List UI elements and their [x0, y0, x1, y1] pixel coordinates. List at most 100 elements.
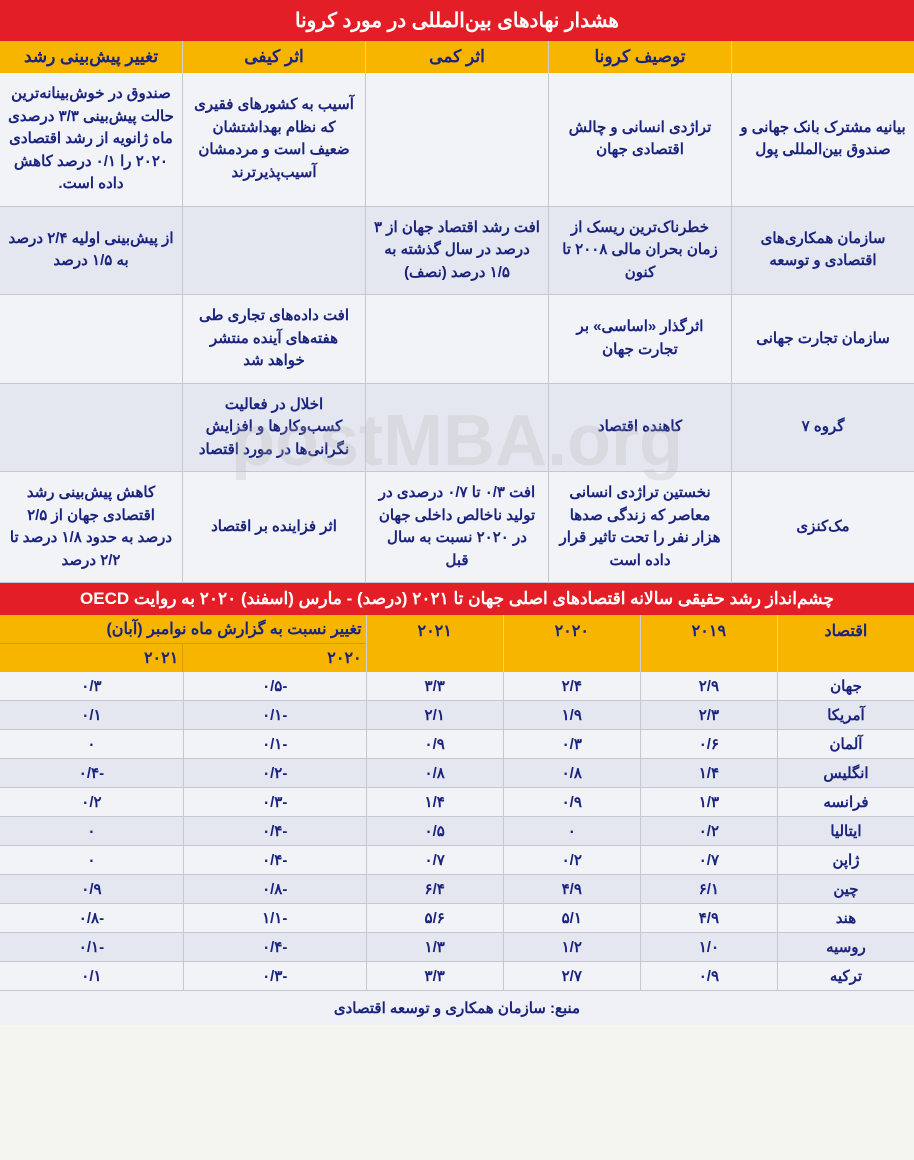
- table2-footer: منبع: سازمان همکاری و توسعه اقتصادی: [0, 991, 914, 1025]
- table1-cell-qual: افت داده‌های تجاری طی هفته‌های آینده منت…: [182, 295, 365, 383]
- table1-header-org: [731, 41, 914, 73]
- table2-row: آمریکا۲/۳۱/۹۲/۱-۰/۱۰/۱: [0, 701, 914, 730]
- table2-row: فرانسه۱/۳۰/۹۱/۴-۰/۳۰/۲: [0, 788, 914, 817]
- table2-cell-c21: ۰/۳: [0, 672, 183, 700]
- table1-cell-org: مک‌کنزی: [731, 472, 914, 582]
- table2-cell-c21: ۰/۱: [0, 701, 183, 729]
- table2-cell-c21: ۰: [0, 730, 183, 758]
- table1-title: هشدار نهادهای بین‌المللی در مورد کرونا: [0, 0, 914, 41]
- table2-cell-econ: جهان: [777, 672, 914, 700]
- table2-cell-c21: -۰/۴: [0, 759, 183, 787]
- table2-cell-c20: -۰/۸: [183, 875, 366, 903]
- table2-cell-y20: ۲/۷: [503, 962, 640, 990]
- table1-cell-desc: تراژدی انسانی و چالش اقتصادی جهان: [548, 73, 731, 206]
- table1-body: بیانیه مشترک بانک جهانی و صندوق بین‌المل…: [0, 73, 914, 583]
- table2-cell-c21: -۰/۸: [0, 904, 183, 932]
- table2-cell-y20: ۰/۳: [503, 730, 640, 758]
- table2-cell-c20: -۰/۳: [183, 962, 366, 990]
- table2-cell-y19: ۱/۰: [640, 933, 777, 961]
- table2-cell-y19: ۰/۷: [640, 846, 777, 874]
- table1-header-growth: تغییر پیش‌بینی رشد: [0, 41, 182, 73]
- table2-cell-c20: -۰/۴: [183, 933, 366, 961]
- table2-cell-y19: ۴/۹: [640, 904, 777, 932]
- table1-cell-org: سازمان تجارت جهانی: [731, 295, 914, 383]
- table1-cell-quant: [365, 295, 548, 383]
- table2-cell-c20: -۰/۳: [183, 788, 366, 816]
- table2-cell-y21: ۱/۳: [366, 933, 503, 961]
- table2-cell-c20: -۰/۲: [183, 759, 366, 787]
- table2-header-2021: ۲۰۲۱: [366, 615, 503, 672]
- table2-cell-c21: ۰/۹: [0, 875, 183, 903]
- table2-header-change-2020: ۲۰۲۰: [182, 644, 365, 672]
- table2-cell-c21: ۰/۱: [0, 962, 183, 990]
- table2-cell-econ: ایتالیا: [777, 817, 914, 845]
- table2-cell-y21: ۱/۴: [366, 788, 503, 816]
- table2-cell-c21: ۰: [0, 846, 183, 874]
- table2-header-econ: اقتصاد: [777, 615, 914, 672]
- table1-cell-qual: اخلال در فعالیت کسب‌وکارها و افزایش نگرا…: [182, 384, 365, 472]
- table2-cell-econ: هند: [777, 904, 914, 932]
- table1-cell-qual: آسیب به کشورهای فقیری که نظام بهداشتشان …: [182, 73, 365, 206]
- table2-row: ایتالیا۰/۲۰۰/۵-۰/۴۰: [0, 817, 914, 846]
- table2-cell-y21: ۳/۳: [366, 962, 503, 990]
- table2-cell-y21: ۳/۳: [366, 672, 503, 700]
- table2-cell-c21: ۰: [0, 817, 183, 845]
- table2-cell-y19: ۱/۴: [640, 759, 777, 787]
- table2-header-2020: ۲۰۲۰: [503, 615, 640, 672]
- table2-cell-econ: فرانسه: [777, 788, 914, 816]
- table1-cell-quant: افت رشد اقتصاد جهان از ۳ درصد در سال گذش…: [365, 207, 548, 295]
- table2-cell-c20: -۰/۱: [183, 701, 366, 729]
- table1-cell-qual: [182, 207, 365, 295]
- table2-cell-y20: ۱/۲: [503, 933, 640, 961]
- table2-cell-c21: -۰/۱: [0, 933, 183, 961]
- table1-cell-org: بیانیه مشترک بانک جهانی و صندوق بین‌المل…: [731, 73, 914, 206]
- table2-cell-y20: ۵/۱: [503, 904, 640, 932]
- table2-row: هند۴/۹۵/۱۵/۶-۱/۱-۰/۸: [0, 904, 914, 933]
- table2-cell-econ: روسیه: [777, 933, 914, 961]
- table1-cell-org: گروه ۷: [731, 384, 914, 472]
- table2-cell-c20: -۱/۱: [183, 904, 366, 932]
- table1-header-quant: اثر کمی: [365, 41, 548, 73]
- table2-header-change-title: تغییر نسبت به گزارش ماه نوامبر (آبان): [0, 615, 366, 644]
- table1-cell-desc: نخستین تراژدی انسانی معاصر که زندگی صدها…: [548, 472, 731, 582]
- table2-cell-y20: ۰: [503, 817, 640, 845]
- table2-cell-y21: ۰/۵: [366, 817, 503, 845]
- table2-cell-econ: آلمان: [777, 730, 914, 758]
- table2-cell-y20: ۱/۹: [503, 701, 640, 729]
- table2-row: ژاپن۰/۷۰/۲۰/۷-۰/۴۰: [0, 846, 914, 875]
- table2-cell-y20: ۴/۹: [503, 875, 640, 903]
- table2-header-change-group: تغییر نسبت به گزارش ماه نوامبر (آبان) ۲۰…: [0, 615, 366, 672]
- table2-cell-c20: -۰/۴: [183, 817, 366, 845]
- table2-cell-c20: -۰/۱: [183, 730, 366, 758]
- table1-header-qual: اثر کیفی: [182, 41, 365, 73]
- table2-row: ترکیه۰/۹۲/۷۳/۳-۰/۳۰/۱: [0, 962, 914, 991]
- table1-cell-quant: [365, 384, 548, 472]
- table2-cell-y19: ۰/۲: [640, 817, 777, 845]
- table2-cell-y21: ۰/۷: [366, 846, 503, 874]
- table2-body: جهان۲/۹۲/۴۳/۳-۰/۵۰/۳آمریکا۲/۳۱/۹۲/۱-۰/۱۰…: [0, 672, 914, 991]
- table2-cell-y19: ۲/۹: [640, 672, 777, 700]
- table2-cell-c20: -۰/۴: [183, 846, 366, 874]
- table2-title: چشم‌انداز رشد حقیقی سالانه اقتصادهای اصل…: [0, 583, 914, 615]
- table1-cell-quant: افت ۰/۳ تا ۰/۷ درصدی در تولید ناخالص داخ…: [365, 472, 548, 582]
- table2-cell-econ: ژاپن: [777, 846, 914, 874]
- table1-cell-growth: کاهش پیش‌بینی رشد اقتصادی جهان از ۲/۵ در…: [0, 472, 182, 582]
- table1-cell-growth: [0, 384, 182, 472]
- table2-cell-y20: ۰/۸: [503, 759, 640, 787]
- table2-cell-y21: ۰/۸: [366, 759, 503, 787]
- table2-cell-econ: انگلیس: [777, 759, 914, 787]
- table2-cell-y20: ۰/۹: [503, 788, 640, 816]
- table1-header-desc: توصیف کرونا: [548, 41, 731, 73]
- table2-cell-y19: ۰/۶: [640, 730, 777, 758]
- table1-cell-qual: اثر فزاینده بر اقتصاد: [182, 472, 365, 582]
- table2-header-change-2021: ۲۰۲۱: [0, 644, 182, 672]
- table2-row: آلمان۰/۶۰/۳۰/۹-۰/۱۰: [0, 730, 914, 759]
- table2-cell-y20: ۰/۲: [503, 846, 640, 874]
- table1-header-row: توصیف کرونا اثر کمی اثر کیفی تغییر پیش‌ب…: [0, 41, 914, 73]
- tables-container: هشدار نهادهای بین‌المللی در مورد کرونا ت…: [0, 0, 914, 1025]
- table1-row: گروه ۷کاهنده اقتصاد اخلال در فعالیت کسب‌و…: [0, 384, 914, 473]
- table2-cell-c20: -۰/۵: [183, 672, 366, 700]
- table1-cell-desc: کاهنده اقتصاد: [548, 384, 731, 472]
- table2-cell-c21: ۰/۲: [0, 788, 183, 816]
- table2-cell-y19: ۶/۱: [640, 875, 777, 903]
